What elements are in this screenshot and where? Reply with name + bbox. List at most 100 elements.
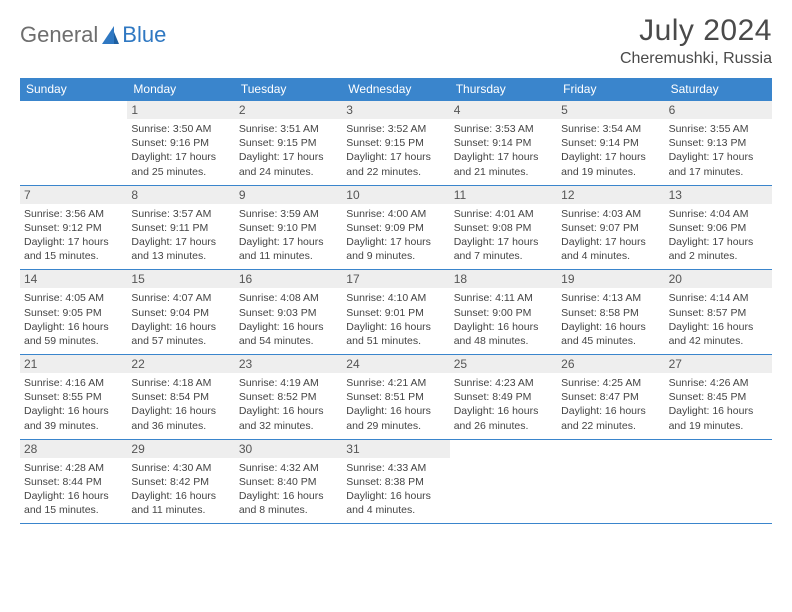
brand-text-general: General	[20, 22, 98, 48]
day-info: Sunrise: 4:25 AMSunset: 8:47 PMDaylight:…	[561, 376, 660, 433]
day-cell: 9Sunrise: 3:59 AMSunset: 9:10 PMDaylight…	[235, 186, 342, 270]
sunrise-text: Sunrise: 4:08 AM	[239, 291, 338, 305]
day-number: 18	[450, 270, 557, 288]
daylight-text: Daylight: 16 hours and 26 minutes.	[454, 404, 553, 432]
day-number: 19	[557, 270, 664, 288]
sunrise-text: Sunrise: 4:00 AM	[346, 207, 445, 221]
sunrise-text: Sunrise: 4:16 AM	[24, 376, 123, 390]
daylight-text: Daylight: 16 hours and 8 minutes.	[239, 489, 338, 517]
sunrise-text: Sunrise: 3:53 AM	[454, 122, 553, 136]
sunset-text: Sunset: 9:12 PM	[24, 221, 123, 235]
day-number: 20	[665, 270, 772, 288]
day-info: Sunrise: 3:59 AMSunset: 9:10 PMDaylight:…	[239, 207, 338, 264]
weekday-header: Friday	[557, 78, 664, 101]
day-cell: 6 Sunrise: 3:55 AMSunset: 9:13 PMDaylight…	[665, 101, 772, 185]
day-info: Sunrise: 4:05 AMSunset: 9:05 PMDaylight:…	[24, 291, 123, 348]
sunrise-text: Sunrise: 3:50 AM	[131, 122, 230, 136]
sunset-text: Sunset: 9:15 PM	[239, 136, 338, 150]
day-number: 14	[20, 270, 127, 288]
day-info: Sunrise: 3:55 AMSunset: 9:13 PMDaylight:…	[669, 122, 768, 179]
day-number: 7	[20, 186, 127, 204]
sunset-text: Sunset: 9:16 PM	[131, 136, 230, 150]
day-number: 29	[127, 440, 234, 458]
day-info: Sunrise: 4:19 AMSunset: 8:52 PMDaylight:…	[239, 376, 338, 433]
day-number: 25	[450, 355, 557, 373]
day-number: 1	[127, 101, 234, 119]
sunset-text: Sunset: 8:51 PM	[346, 390, 445, 404]
day-cell: 4Sunrise: 3:53 AMSunset: 9:14 PMDaylight…	[450, 101, 557, 185]
day-number: 13	[665, 186, 772, 204]
day-cell: 29Sunrise: 4:30 AMSunset: 8:42 PMDayligh…	[127, 440, 234, 524]
daylight-text: Daylight: 16 hours and 51 minutes.	[346, 320, 445, 348]
sunset-text: Sunset: 8:40 PM	[239, 475, 338, 489]
sunrise-text: Sunrise: 4:19 AM	[239, 376, 338, 390]
sunrise-text: Sunrise: 3:56 AM	[24, 207, 123, 221]
week-row: 1 Sunrise: 3:50 AMSunset: 9:16 PM Daylight…	[20, 101, 772, 186]
day-cell: 17Sunrise: 4:10 AMSunset: 9:01 PMDayligh…	[342, 270, 449, 354]
day-info: Sunrise: 4:04 AMSunset: 9:06 PMDaylight:…	[669, 207, 768, 264]
sunset-text: Sunset: 9:11 PM	[131, 221, 230, 235]
sunrise-text: Sunrise: 3:57 AM	[131, 207, 230, 221]
day-cell: 30Sunrise: 4:32 AMSunset: 8:40 PMDayligh…	[235, 440, 342, 524]
sunrise-text: Sunrise: 4:33 AM	[346, 461, 445, 475]
day-info: Sunrise: 4:03 AMSunset: 9:07 PMDaylight:…	[561, 207, 660, 264]
sunrise-text: Sunrise: 3:59 AM	[239, 207, 338, 221]
day-cell: 3Sunrise: 3:52 AMSunset: 9:15 PMDaylight…	[342, 101, 449, 185]
day-cell: 31Sunrise: 4:33 AMSunset: 8:38 PMDayligh…	[342, 440, 449, 524]
page-header: General Blue July 2024 Cheremushki, Russ…	[20, 14, 772, 68]
day-cell	[557, 440, 664, 524]
sunrise-text: Sunrise: 4:04 AM	[669, 207, 768, 221]
day-cell	[20, 101, 127, 185]
title-block: July 2024 Cheremushki, Russia	[620, 14, 772, 68]
day-info: Sunrise: 3:54 AMSunset: 9:14 PMDaylight:…	[561, 122, 660, 179]
sunset-text: Sunset: 8:49 PM	[454, 390, 553, 404]
sunset-text: Sunset: 9:10 PM	[239, 221, 338, 235]
sunset-text: Sunset: 9:15 PM	[346, 136, 445, 150]
day-cell: 2Sunrise: 3:51 AMSunset: 9:15 PMDaylight…	[235, 101, 342, 185]
daylight-text: Daylight: 16 hours and 48 minutes.	[454, 320, 553, 348]
day-info: Sunrise: 4:00 AMSunset: 9:09 PMDaylight:…	[346, 207, 445, 264]
day-cell: 15Sunrise: 4:07 AMSunset: 9:04 PMDayligh…	[127, 270, 234, 354]
day-number: 24	[342, 355, 449, 373]
daylight-text: Daylight: 16 hours and 15 minutes.	[24, 489, 123, 517]
daylight-text: Daylight: 17 hours and 21 minutes.	[454, 150, 553, 178]
daylight-text: Daylight: 17 hours and 4 minutes.	[561, 235, 660, 263]
daylight-text: Daylight: 17 hours and 13 minutes.	[131, 235, 230, 263]
day-number: 3	[342, 101, 449, 119]
day-info: Sunrise: 4:13 AMSunset: 8:58 PMDaylight:…	[561, 291, 660, 348]
daylight-text: Daylight: 17 hours and 9 minutes.	[346, 235, 445, 263]
sunrise-text: Sunrise: 4:10 AM	[346, 291, 445, 305]
day-info: Sunrise: 4:33 AMSunset: 8:38 PMDaylight:…	[346, 461, 445, 518]
day-cell: 26Sunrise: 4:25 AMSunset: 8:47 PMDayligh…	[557, 355, 664, 439]
day-number: 23	[235, 355, 342, 373]
weekday-header-row: Sunday Monday Tuesday Wednesday Thursday…	[20, 78, 772, 101]
daylight-text: Daylight: 16 hours and 19 minutes.	[669, 404, 768, 432]
day-number: 6	[665, 101, 772, 119]
sunrise-text: Sunrise: 3:52 AM	[346, 122, 445, 136]
sunrise-text: Sunrise: 4:26 AM	[669, 376, 768, 390]
day-number: 10	[342, 186, 449, 204]
weekday-header: Saturday	[665, 78, 772, 101]
sunrise-text: Sunrise: 4:01 AM	[454, 207, 553, 221]
day-info: Sunrise: 4:11 AMSunset: 9:00 PMDaylight:…	[454, 291, 553, 348]
day-cell: 16Sunrise: 4:08 AMSunset: 9:03 PMDayligh…	[235, 270, 342, 354]
sunrise-text: Sunrise: 4:28 AM	[24, 461, 123, 475]
daylight-text: Daylight: 17 hours and 15 minutes.	[24, 235, 123, 263]
daylight-text: Daylight: 17 hours and 2 minutes.	[669, 235, 768, 263]
sunset-text: Sunset: 9:07 PM	[561, 221, 660, 235]
day-cell: 12 Sunrise: 4:03 AMSunset: 9:07 PMDayligh…	[557, 186, 664, 270]
day-info: Sunrise: 4:07 AMSunset: 9:04 PMDaylight:…	[131, 291, 230, 348]
daylight-text: Daylight: 16 hours and 57 minutes.	[131, 320, 230, 348]
day-cell: 20Sunrise: 4:14 AMSunset: 8:57 PMDayligh…	[665, 270, 772, 354]
day-info: Sunrise: 4:21 AMSunset: 8:51 PMDaylight:…	[346, 376, 445, 433]
day-info: Sunrise: 4:18 AMSunset: 8:54 PMDaylight:…	[131, 376, 230, 433]
day-cell: 7 Sunrise: 3:56 AMSunset: 9:12 PMDaylight…	[20, 186, 127, 270]
weekday-header: Tuesday	[235, 78, 342, 101]
day-cell: 11Sunrise: 4:01 AMSunset: 9:08 PMDayligh…	[450, 186, 557, 270]
weekday-header: Wednesday	[342, 78, 449, 101]
sunrise-text: Sunrise: 4:11 AM	[454, 291, 553, 305]
daylight-text: Daylight: 16 hours and 59 minutes.	[24, 320, 123, 348]
sunrise-text: Sunrise: 4:32 AM	[239, 461, 338, 475]
day-number: 12	[557, 186, 664, 204]
day-info: Sunrise: 3:56 AMSunset: 9:12 PMDaylight:…	[24, 207, 123, 264]
